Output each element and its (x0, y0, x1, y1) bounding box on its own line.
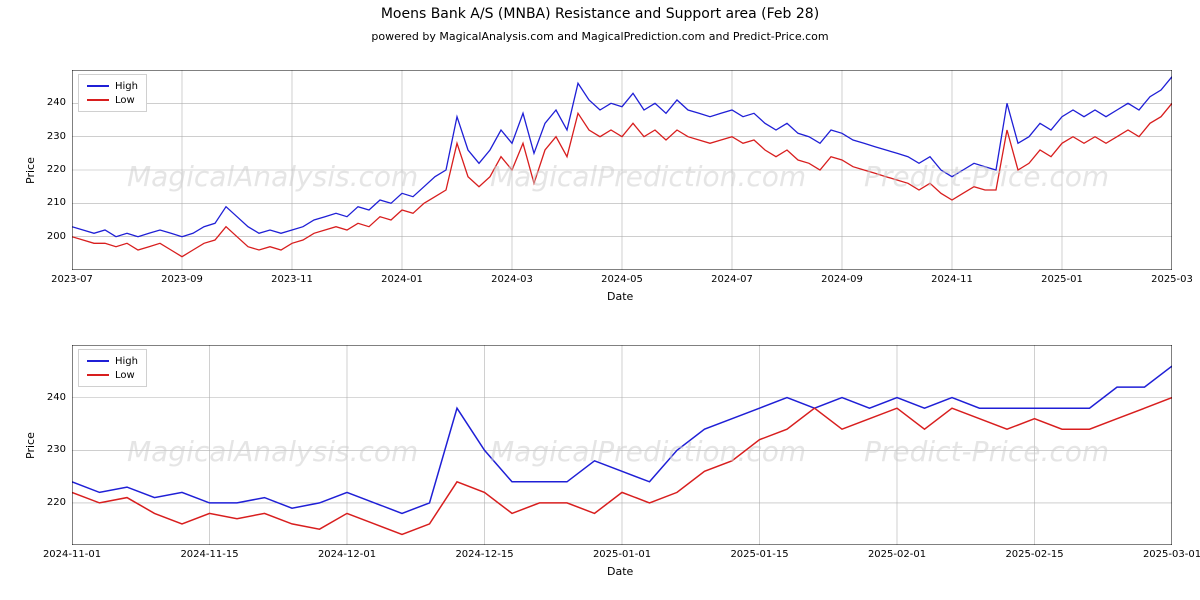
x-axis-label: Date (607, 290, 633, 303)
y-tick-label: 220 (36, 164, 66, 175)
x-tick-label: 2025-01-01 (592, 549, 652, 560)
legend-swatch (87, 85, 109, 87)
legend-label: Low (115, 370, 135, 381)
legend: High Low (78, 74, 147, 112)
legend-item: Low (87, 93, 138, 107)
x-tick-label: 2025-03 (1142, 274, 1200, 285)
y-tick-label: 200 (36, 231, 66, 242)
x-tick-label: 2024-03 (482, 274, 542, 285)
bottom-chart: 2202302402024-11-012024-11-152024-12-012… (72, 345, 1172, 545)
legend-item: High (87, 79, 138, 93)
y-tick-label: 240 (36, 97, 66, 108)
x-tick-label: 2023-07 (42, 274, 102, 285)
y-tick-label: 230 (36, 444, 66, 455)
y-tick-label: 230 (36, 131, 66, 142)
x-tick-label: 2024-11 (922, 274, 982, 285)
x-tick-label: 2024-05 (592, 274, 652, 285)
subtitle-text: powered by MagicalAnalysis.com and Magic… (371, 30, 828, 43)
x-tick-label: 2023-09 (152, 274, 212, 285)
legend-label: High (115, 81, 138, 92)
x-tick-label: 2025-02-15 (1005, 549, 1065, 560)
y-tick-label: 220 (36, 497, 66, 508)
x-tick-label: 2025-03-01 (1142, 549, 1200, 560)
x-tick-label: 2024-09 (812, 274, 872, 285)
title-text: Moens Bank A/S (MNBA) Resistance and Sup… (381, 6, 819, 22)
plot-area (72, 70, 1172, 270)
legend-label: Low (115, 95, 135, 106)
y-axis-label: Price (24, 157, 37, 184)
y-axis-label: Price (24, 432, 37, 459)
legend-label: High (115, 356, 138, 367)
legend-item: Low (87, 368, 138, 382)
x-tick-label: 2023-11 (262, 274, 322, 285)
y-tick-label: 240 (36, 392, 66, 403)
legend: High Low (78, 349, 147, 387)
x-tick-label: 2024-12-15 (455, 549, 515, 560)
x-tick-label: 2024-11-15 (180, 549, 240, 560)
x-tick-label: 2024-01 (372, 274, 432, 285)
figure-subtitle: powered by MagicalAnalysis.com and Magic… (0, 30, 1200, 43)
x-tick-label: 2024-11-01 (42, 549, 102, 560)
plot-area (72, 345, 1172, 545)
figure-title: Moens Bank A/S (MNBA) Resistance and Sup… (0, 6, 1200, 22)
legend-item: High (87, 354, 138, 368)
figure: Moens Bank A/S (MNBA) Resistance and Sup… (0, 0, 1200, 600)
y-tick-label: 210 (36, 197, 66, 208)
x-tick-label: 2025-02-01 (867, 549, 927, 560)
x-tick-label: 2025-01-15 (730, 549, 790, 560)
legend-swatch (87, 374, 109, 376)
x-tick-label: 2024-12-01 (317, 549, 377, 560)
x-tick-label: 2025-01 (1032, 274, 1092, 285)
x-axis-label: Date (607, 565, 633, 578)
top-chart: 2002102202302402023-072023-092023-112024… (72, 70, 1172, 270)
x-tick-label: 2024-07 (702, 274, 762, 285)
legend-swatch (87, 99, 109, 101)
legend-swatch (87, 360, 109, 362)
